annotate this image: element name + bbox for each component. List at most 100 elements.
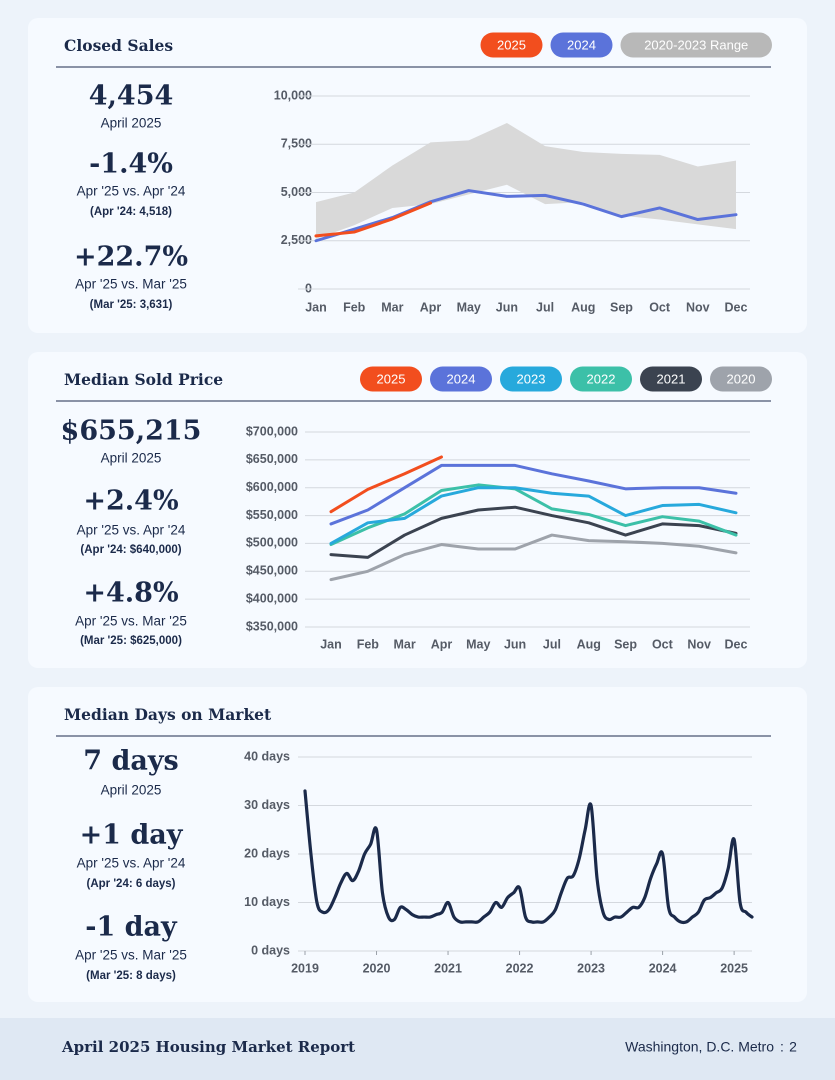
x-tick-label: Jan [305, 300, 327, 314]
kpi-label: Apr '25 vs. Apr '24 [77, 184, 186, 199]
footer-location: Washington, D.C. Metro [625, 1039, 774, 1055]
x-tick-label: 2019 [291, 961, 319, 975]
y-tick-label: 30 days [244, 798, 290, 812]
x-tick-label: 2024 [649, 961, 677, 975]
range-band [316, 123, 736, 239]
kpi-label: April 2025 [101, 451, 162, 466]
kpi-value: 7 days [83, 746, 178, 777]
x-tick-label: Feb [357, 637, 380, 651]
y-tick-label: 5,000 [281, 185, 312, 199]
legend-pill [620, 32, 772, 58]
legend-label: 2023 [517, 371, 546, 386]
kpi-value: $655,215 [61, 416, 202, 447]
footer-band [0, 1018, 835, 1080]
y-tick-label: $450,000 [246, 564, 298, 578]
x-tick-label: Oct [649, 300, 671, 314]
x-tick-label: Apr [420, 300, 442, 314]
x-tick-label: Nov [686, 300, 710, 314]
x-tick-label: Jul [543, 637, 561, 651]
kpi-label: Apr '25 vs. Mar '25 [75, 277, 187, 292]
x-tick-label: Jul [536, 300, 554, 314]
y-tick-label: $600,000 [246, 480, 298, 494]
legend-label: 2024 [567, 37, 596, 52]
footer-title: April 2025 Housing Market Report [61, 1038, 355, 1056]
x-tick-label: Dec [725, 637, 748, 651]
kpi-note: (Apr '24: $640,000) [80, 544, 181, 556]
series-line [314, 201, 433, 238]
x-tick-label: Jun [504, 637, 526, 651]
kpi-note: (Apr '24: 6 days) [86, 878, 175, 890]
y-tick-label: $350,000 [246, 619, 298, 633]
kpi-value: -1 day [85, 912, 178, 943]
legend-pill [480, 32, 543, 58]
kpi-value: -1.4% [89, 149, 173, 180]
kpi-value: 4,454 [89, 81, 174, 112]
y-tick-label: 10 days [244, 895, 290, 909]
y-tick-label: 10,000 [274, 88, 312, 102]
x-tick-label: Apr [431, 637, 453, 651]
kpi-label: Apr '25 vs. Apr '24 [77, 523, 186, 538]
y-tick-label: 2,500 [281, 233, 312, 247]
x-tick-label: 2022 [506, 961, 534, 975]
x-tick-label: Sep [610, 300, 633, 314]
legend-pill [550, 32, 613, 58]
x-tick-label: May [466, 637, 490, 651]
legend-pill [710, 366, 772, 392]
x-tick-label: Jun [496, 300, 518, 314]
kpi-label: Apr '25 vs. Mar '25 [75, 948, 187, 963]
y-tick-label: 40 days [244, 749, 290, 763]
series-line [329, 463, 738, 526]
legend-label: 2020 [727, 371, 756, 386]
legend-label: 2022 [587, 371, 616, 386]
chart-title: Closed Sales [64, 36, 173, 55]
x-tick-label: Nov [687, 637, 711, 651]
legend-label: 2020-2023 Range [644, 37, 748, 52]
footer-page: 2 [789, 1039, 797, 1055]
x-tick-label: Mar [394, 637, 416, 651]
x-tick-label: Jan [320, 637, 342, 651]
kpi-label: Apr '25 vs. Mar '25 [75, 614, 187, 629]
x-tick-label: 2023 [577, 961, 605, 975]
series-line [329, 533, 738, 582]
x-tick-label: 2020 [363, 961, 391, 975]
kpi-value: +22.7% [74, 242, 188, 273]
legend-pill [500, 366, 562, 392]
x-tick-label: May [457, 300, 481, 314]
kpi-value: +1 day [80, 820, 184, 851]
series-line [329, 483, 738, 547]
kpi-note: (Mar '25: 8 days) [86, 970, 176, 982]
kpi-value: +2.4% [83, 486, 178, 517]
kpi-label: Apr '25 vs. Apr '24 [77, 856, 186, 871]
series-line [314, 189, 738, 243]
series-line [329, 505, 738, 559]
kpi-note: (Mar '25: 3,631) [90, 299, 173, 311]
legend-pill [640, 366, 702, 392]
x-tick-label: Feb [343, 300, 366, 314]
kpi-note: (Mar '25: $625,000) [80, 635, 182, 647]
kpi-label: April 2025 [101, 116, 162, 131]
y-tick-label: $500,000 [246, 536, 298, 550]
chart-title: Median Sold Price [64, 370, 223, 389]
legend-label: 2025 [377, 371, 406, 386]
series-line [303, 789, 754, 925]
series-line [329, 486, 738, 545]
y-tick-label: 7,500 [281, 137, 312, 151]
y-tick-label: $550,000 [246, 508, 298, 522]
kpi-label: April 2025 [101, 783, 162, 798]
kpi-value: +4.8% [83, 578, 178, 609]
legend-pill [570, 366, 632, 392]
y-tick-label: 0 days [251, 943, 290, 957]
x-tick-label: Aug [571, 300, 595, 314]
x-tick-label: Dec [725, 300, 748, 314]
y-tick-label: $400,000 [246, 591, 298, 605]
x-tick-label: Sep [614, 637, 637, 651]
x-tick-label: Oct [652, 637, 674, 651]
x-tick-label: 2025 [720, 961, 748, 975]
x-tick-label: Mar [381, 300, 403, 314]
y-tick-label: 0 [305, 281, 312, 295]
legend-label: 2021 [657, 371, 686, 386]
y-tick-label: 20 days [244, 846, 290, 860]
legend-pill [360, 366, 422, 392]
chart-title: Median Days on Market [64, 705, 272, 724]
